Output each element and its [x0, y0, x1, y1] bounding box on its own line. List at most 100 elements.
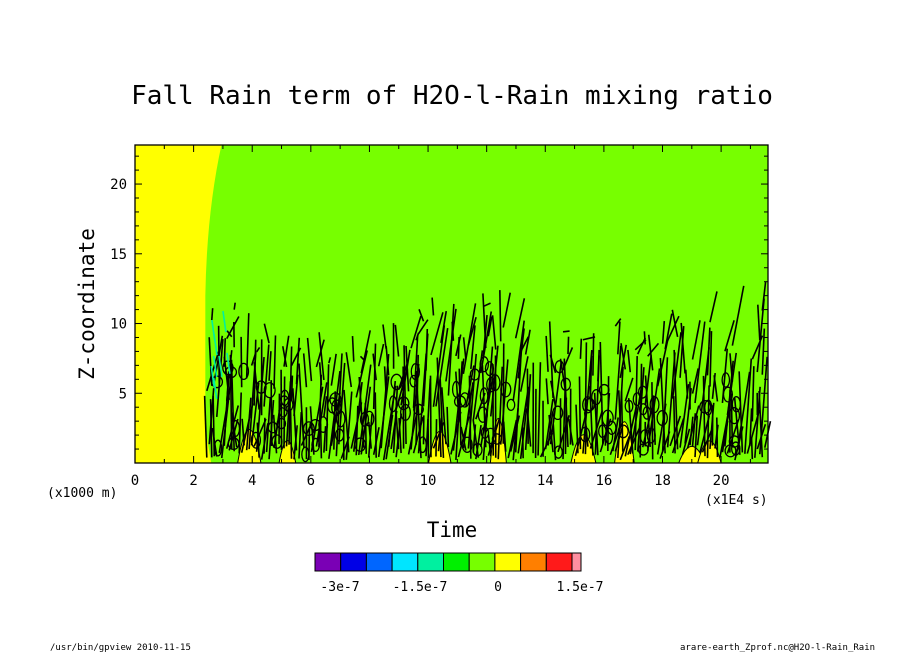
contour-line [467, 316, 477, 346]
contour-line [497, 366, 504, 460]
contour-line [499, 290, 502, 342]
contour-loop [731, 396, 742, 413]
contour-line [338, 362, 346, 445]
colorbar [314, 552, 582, 572]
footer-right: arare-earth_Zprof.nc@H2O-l-Rain_Rain [680, 643, 876, 653]
contour-line [713, 375, 719, 402]
contour-line [620, 391, 624, 452]
contour-line [517, 328, 525, 379]
contour-line [671, 309, 679, 338]
contour-loop [579, 426, 591, 443]
contour-line [268, 351, 272, 381]
contour-line [758, 356, 768, 455]
plot-frame [134, 144, 769, 464]
x-tick-label: 12 [478, 473, 495, 489]
yellow-region [135, 145, 222, 463]
contour-loop [584, 397, 596, 412]
contour-line [256, 422, 260, 458]
contour-loop [354, 437, 367, 452]
contour-line [617, 390, 622, 424]
x-tick-label: 8 [365, 473, 373, 489]
y-tick-label: 20 [110, 177, 127, 193]
contour-line [597, 349, 600, 382]
contour-line [761, 281, 767, 311]
contour-loop [721, 372, 731, 388]
contour-loop [278, 395, 290, 409]
contour-line [467, 353, 478, 449]
contour-line [549, 354, 557, 374]
contour-line [487, 346, 494, 402]
contour-line [487, 316, 493, 337]
contour-line [358, 376, 365, 448]
contour-loop [656, 410, 668, 427]
contour-line [290, 347, 302, 366]
colorbar-swatch [545, 552, 573, 572]
x-axis-title: Time [427, 518, 478, 542]
contour-loop [582, 396, 594, 414]
contour-line [223, 338, 227, 367]
contour-line [435, 419, 438, 457]
contour-line [672, 396, 676, 454]
contour-line [435, 328, 449, 407]
colorbar-swatch [443, 552, 470, 572]
contour-line [671, 418, 685, 454]
contour-line [680, 322, 686, 374]
contour-line [355, 405, 359, 456]
colorbar-labels: -3e-7 -1.5e-7 0 1.5e-7 [320, 580, 603, 595]
contour-line [374, 392, 377, 458]
contour-loop [632, 392, 642, 407]
contour-loop [453, 395, 467, 408]
contour-loop [224, 366, 238, 379]
contour-loop [500, 381, 512, 398]
contour-line [446, 406, 450, 448]
contour-line [328, 357, 332, 364]
contour-line [652, 395, 656, 445]
contour-line-teal [210, 365, 215, 388]
chart-title: Fall Rain term of H2O-l-Rain mixing rati… [131, 81, 773, 111]
contour-line [345, 391, 353, 460]
contour-loop [238, 362, 250, 381]
y-tick-label: 10 [110, 317, 127, 333]
contour-line [661, 320, 666, 344]
contour-line [392, 385, 399, 454]
contour-line-teal [211, 320, 216, 342]
contour-loop [280, 389, 290, 407]
colorbar-label: -3e-7 [320, 580, 359, 595]
contour-line [502, 421, 507, 452]
contour-line [230, 359, 235, 452]
x-tick-label: 4 [248, 473, 256, 489]
contour-loop [213, 439, 223, 457]
colorbar-label: 1.5e-7 [557, 580, 604, 595]
contour-line [643, 331, 647, 345]
contour-line [298, 412, 303, 459]
contour-line [283, 376, 286, 449]
x-tick-label: 16 [595, 473, 612, 489]
contour-loop [302, 421, 315, 437]
contour-loop [649, 396, 660, 414]
contour-line [255, 346, 261, 353]
contour-loop [271, 434, 283, 449]
contour-line [395, 410, 400, 450]
contour-line [315, 382, 328, 447]
contour-line [439, 379, 445, 458]
contour-loop [606, 420, 617, 436]
contour-line [385, 346, 390, 376]
contour-loop [604, 427, 614, 445]
contour-loop [334, 428, 345, 442]
contour-line [345, 352, 353, 388]
contour-line [620, 343, 627, 370]
contour-loop [560, 377, 572, 391]
contour-line [241, 418, 245, 446]
contour-line [245, 313, 250, 379]
contour-line [512, 320, 525, 402]
contour-line [525, 400, 532, 447]
colorbar-swatch [314, 552, 342, 572]
contour-line [519, 356, 529, 392]
contour-line [627, 349, 632, 373]
contour-loop [484, 361, 495, 377]
contour-line [617, 321, 621, 355]
contour-line [372, 343, 377, 410]
contour-line [343, 389, 350, 453]
contour-line [405, 345, 410, 392]
contour-loop [390, 373, 403, 391]
